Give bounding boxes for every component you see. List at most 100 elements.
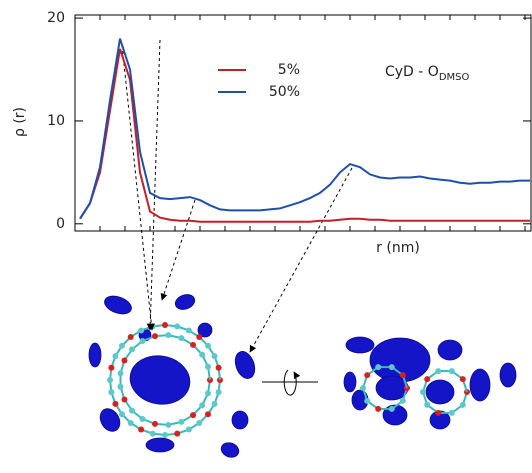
y-tick-label: 10	[47, 113, 65, 129]
atom	[199, 351, 206, 358]
atom	[121, 357, 128, 364]
atom	[112, 353, 119, 360]
atom	[399, 372, 406, 379]
atom	[375, 364, 382, 371]
legend-label: 5%	[278, 62, 300, 78]
density-blob	[499, 362, 517, 388]
density-blob	[174, 294, 196, 310]
atom	[138, 327, 145, 334]
pointer-arrow	[146, 39, 161, 331]
atom	[205, 342, 212, 349]
atom	[388, 364, 395, 371]
atom	[174, 430, 181, 437]
series-line	[79, 48, 530, 223]
atom	[118, 411, 125, 418]
atom	[139, 415, 146, 422]
atom	[178, 418, 185, 425]
atom	[127, 333, 134, 340]
atom	[117, 370, 124, 377]
atom	[151, 420, 158, 427]
atom	[360, 385, 366, 391]
atom	[151, 333, 158, 340]
atom	[399, 397, 406, 404]
atom	[190, 412, 197, 419]
atom	[196, 333, 203, 340]
series-line	[79, 38, 530, 220]
y-tick-label: 20	[47, 10, 65, 26]
atom	[117, 383, 124, 390]
atom	[108, 364, 115, 371]
atom	[185, 426, 192, 433]
atom	[448, 409, 455, 416]
atom	[388, 405, 395, 412]
atom	[435, 368, 442, 375]
atom	[424, 376, 431, 383]
atom	[424, 401, 431, 408]
annotation-subscript: DMSO	[439, 72, 470, 83]
atom	[139, 338, 146, 345]
atom	[364, 372, 371, 379]
pointer-arrow	[121, 44, 155, 331]
atom	[121, 396, 128, 403]
x-axis-label: r (nm)	[376, 240, 420, 256]
pointer-arrow	[160, 199, 196, 301]
molecular-images	[88, 39, 517, 458]
density-blob	[343, 371, 357, 393]
density-blob	[129, 355, 191, 405]
atom	[129, 346, 136, 353]
atom	[435, 409, 442, 416]
atom	[149, 430, 156, 437]
density-blob	[231, 410, 249, 430]
y-tick-label: 0	[56, 216, 65, 232]
atom	[138, 426, 145, 433]
atom	[174, 323, 181, 330]
annotation: CyD - ODMSO	[385, 64, 469, 83]
atom	[215, 389, 222, 396]
atom	[185, 327, 192, 334]
atom	[211, 400, 218, 407]
atom	[190, 341, 197, 348]
atom	[112, 400, 119, 407]
atom	[459, 401, 466, 408]
atom	[162, 322, 168, 328]
density-blob	[145, 437, 175, 453]
atom	[205, 411, 212, 418]
density-blob	[104, 295, 132, 315]
atom	[165, 332, 172, 339]
atom	[448, 368, 455, 375]
atom	[205, 390, 212, 397]
atom	[211, 353, 218, 360]
atom	[108, 389, 115, 396]
atom	[118, 342, 125, 349]
atom	[129, 407, 136, 414]
atom	[215, 364, 222, 371]
density-blob	[375, 375, 409, 401]
atom	[420, 389, 426, 395]
density-blob	[437, 339, 463, 361]
atom	[107, 377, 113, 383]
atom	[178, 335, 185, 342]
density-blob	[88, 342, 102, 368]
atom	[196, 420, 203, 427]
y-axis-label: ρ (r)	[12, 107, 28, 137]
atom	[165, 421, 172, 428]
plot-frame	[74, 14, 532, 232]
legend-label: 50%	[269, 84, 300, 100]
atom	[375, 405, 382, 412]
atom	[127, 420, 134, 427]
atom	[459, 376, 466, 383]
density-blob	[234, 351, 256, 379]
density-blob	[345, 336, 375, 354]
annotation-text: CyD - O	[385, 64, 439, 80]
density-blob	[197, 322, 213, 338]
atom	[205, 363, 212, 370]
density-blob	[469, 368, 491, 402]
atom	[364, 397, 371, 404]
density-blob	[425, 379, 455, 405]
rotation-arrow	[283, 369, 301, 396]
pointer-arrow	[249, 167, 353, 353]
atom	[162, 432, 168, 438]
density-blob	[220, 442, 240, 458]
atom	[199, 402, 206, 409]
